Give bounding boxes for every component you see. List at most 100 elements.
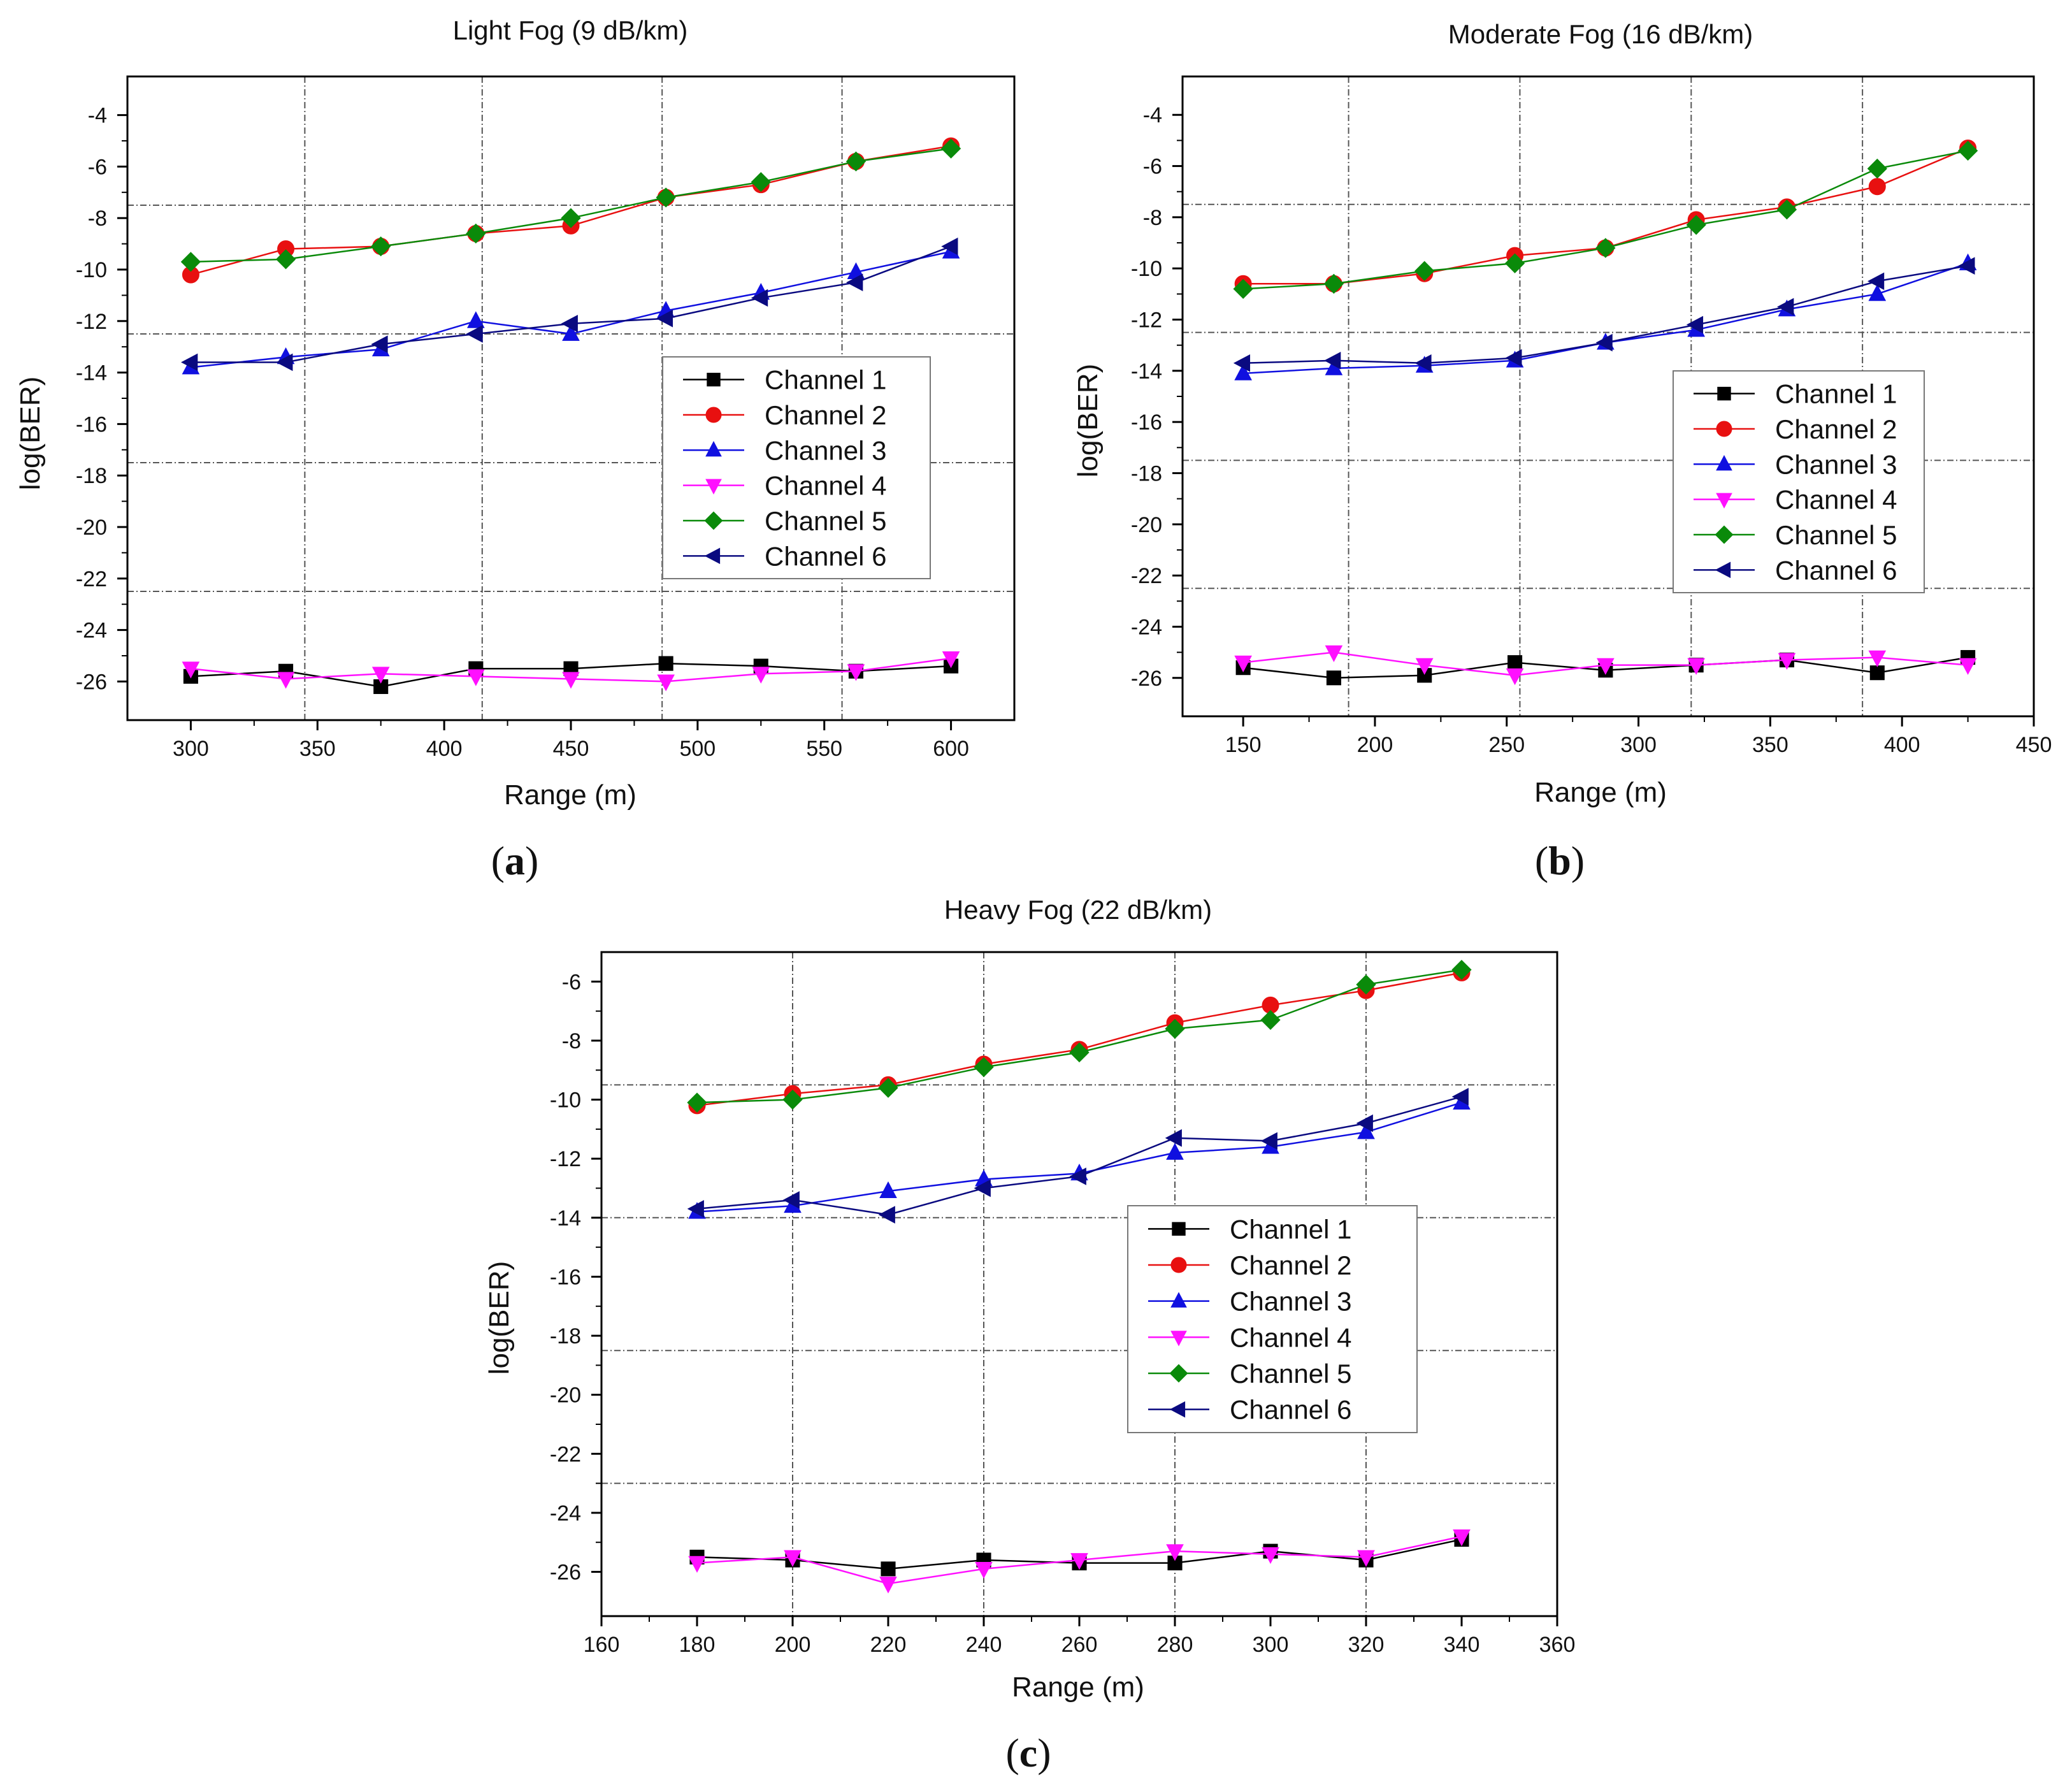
y-tick-label: -20 <box>550 1384 581 1408</box>
data-point <box>784 1550 802 1567</box>
data-point <box>940 138 961 159</box>
x-tick-label: 280 <box>1157 1633 1193 1657</box>
data-point <box>181 353 198 372</box>
data-point <box>1165 1018 1185 1039</box>
data-point <box>1234 655 1252 673</box>
legend-marker <box>707 372 721 387</box>
legend-marker <box>1716 455 1732 471</box>
y-tick-label: -12 <box>550 1147 581 1171</box>
data-point <box>941 237 958 256</box>
data-point <box>782 1089 803 1110</box>
y-tick-label: -22 <box>1131 564 1162 588</box>
series-line <box>696 1095 1462 1216</box>
legend-label: Channel 1 <box>1230 1214 1351 1244</box>
data-point <box>1957 140 1978 161</box>
y-tick-label: -14 <box>1131 359 1162 384</box>
data-point <box>1777 298 1794 316</box>
y-tick-label: -26 <box>76 670 107 694</box>
data-point <box>1505 349 1522 367</box>
y-tick-label: -10 <box>76 258 107 282</box>
data-point <box>1451 1088 1469 1106</box>
legend-label: Channel 2 <box>1230 1250 1351 1280</box>
data-point <box>1869 665 1885 681</box>
data-point <box>1595 333 1613 352</box>
legend-label: Channel 4 <box>765 471 886 501</box>
data-point <box>657 674 675 691</box>
data-point <box>562 324 580 341</box>
data-point <box>656 187 676 208</box>
y-tick-label: -26 <box>550 1561 581 1585</box>
data-point <box>277 672 295 689</box>
y-tick-label: -16 <box>76 412 107 437</box>
legend-label: Channel 2 <box>765 400 886 430</box>
data-point <box>182 661 200 679</box>
data-point <box>1324 351 1341 370</box>
data-point <box>658 656 673 671</box>
y-tick-label: -22 <box>76 567 107 591</box>
legend-marker <box>704 547 721 565</box>
data-point <box>1356 1114 1373 1132</box>
data-point <box>276 353 293 372</box>
x-tick-label: 340 <box>1444 1633 1480 1657</box>
data-point <box>1166 1143 1184 1160</box>
y-tick-label: -18 <box>76 464 107 488</box>
chart-title: Moderate Fog (16 dB/km) <box>1448 19 1753 49</box>
legend-marker <box>1172 1222 1186 1236</box>
legend-marker <box>705 441 722 457</box>
y-tick-label: -16 <box>1131 410 1162 435</box>
data-point <box>275 249 296 270</box>
series-line <box>1243 147 1969 285</box>
x-tick-label: 240 <box>966 1633 1002 1657</box>
data-point <box>1506 668 1524 686</box>
legend-label: Channel 6 <box>765 541 886 571</box>
data-point <box>846 273 863 292</box>
data-point <box>1778 653 1796 670</box>
data-point <box>561 208 581 228</box>
data-point <box>1234 363 1252 380</box>
x-tick-label: 160 <box>584 1633 620 1657</box>
data-point <box>561 315 578 333</box>
y-tick-label: -20 <box>1131 513 1162 537</box>
data-point <box>1325 645 1343 662</box>
data-point <box>466 223 486 244</box>
legend-marker <box>1715 525 1734 544</box>
x-axis-label: Range (m) <box>504 779 637 811</box>
legend-marker <box>1717 386 1731 401</box>
legend-marker <box>705 407 722 423</box>
caption-a: (a) <box>491 838 539 883</box>
data-point <box>1414 354 1432 372</box>
data-point <box>751 289 768 307</box>
data-point <box>1326 670 1341 686</box>
data-point <box>371 667 390 684</box>
y-tick-label: -16 <box>550 1265 581 1289</box>
chart-title: Light Fog (9 dB/km) <box>453 15 688 45</box>
series-line <box>1243 262 1968 375</box>
x-tick-label: 300 <box>173 737 209 761</box>
y-tick-label: -8 <box>88 206 107 231</box>
y-tick-label: -10 <box>550 1088 581 1113</box>
data-point <box>371 236 391 257</box>
data-point <box>1323 273 1344 294</box>
legend-label: Channel 4 <box>1775 485 1897 515</box>
data-point <box>1504 253 1525 273</box>
chart-title: Heavy Fog (22 dB/km) <box>944 895 1212 925</box>
y-tick-label: -8 <box>562 1029 581 1053</box>
y-axis-label: log(BER) <box>1072 364 1104 478</box>
x-tick-label: 350 <box>299 737 336 761</box>
x-tick-label: 400 <box>1884 733 1920 757</box>
data-point <box>1595 238 1616 258</box>
data-point <box>1451 960 1472 980</box>
y-tick-label: -6 <box>1143 155 1162 179</box>
legend-marker <box>704 511 723 530</box>
y-tick-label: -14 <box>550 1206 581 1231</box>
data-point <box>1070 1553 1088 1570</box>
legend-label: Channel 5 <box>1775 520 1897 550</box>
caption-b: (b) <box>1535 838 1585 883</box>
legend-marker <box>1169 1364 1188 1383</box>
data-point <box>974 1057 994 1078</box>
data-point <box>942 651 960 668</box>
data-point <box>1260 1132 1277 1150</box>
data-point <box>1868 650 1887 668</box>
data-point <box>1069 1167 1086 1185</box>
